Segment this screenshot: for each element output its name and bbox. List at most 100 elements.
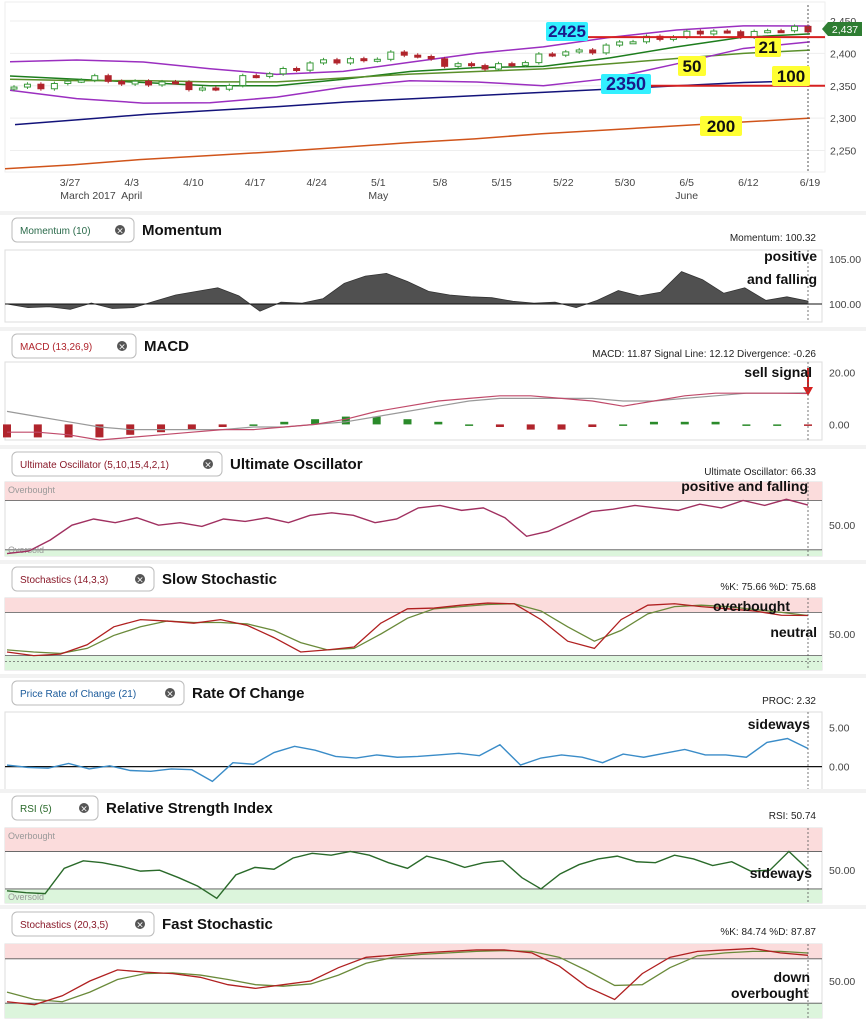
close-icon[interactable]: [115, 225, 125, 235]
panel-annotation: sell signal: [744, 364, 812, 380]
price-moving-averages: [4, 25, 811, 170]
price-month-label: March 2017: [60, 190, 116, 202]
macd-divergence-bar: [588, 424, 597, 427]
panel-annotation: positive and falling: [681, 478, 808, 494]
panel-tag[interactable]: Stochastics (14,3,3) ×: [11, 566, 155, 592]
candle-body: [535, 53, 543, 64]
panel-separator: [0, 327, 866, 331]
panel-momentum: Momentum (10) × Momentum Momentum: 100.32 10…: [0, 211, 866, 323]
panel-tag-label: Stochastics (20,3,5): [20, 920, 108, 931]
candle-body: [387, 51, 395, 60]
candle-body: [239, 75, 247, 86]
close-icon[interactable]: [135, 574, 145, 584]
annotation-50: 50: [678, 56, 706, 76]
panel-readout: PROC: 2.32: [762, 696, 816, 707]
candle-body: [77, 79, 85, 83]
macd-divergence-bar: [280, 421, 289, 425]
close-icon-glyph: ×: [116, 227, 124, 237]
candle-body: [64, 80, 72, 84]
panel-tag[interactable]: Stochastics (20,3,5) ×: [11, 911, 155, 937]
candle-body: [104, 75, 112, 82]
panel-annotation: sideways: [748, 716, 810, 732]
candle-body: [185, 81, 193, 91]
panel-faststoch: Stochastics (20,3,5) × Fast Stochastic %K: …: [0, 905, 866, 1019]
panel-plot-area: [4, 711, 823, 791]
candle-body: [266, 73, 274, 77]
panel-tag-label: Momentum (10): [20, 226, 91, 237]
panel-macd: MACD (13,26,9) × MACD MACD: 11.87 Signal Li…: [0, 327, 866, 441]
panel-y-tick: 50.00: [829, 976, 855, 988]
macd-divergence-bar: [187, 424, 196, 430]
candle-body: [252, 75, 260, 79]
candle-body: [548, 53, 556, 57]
close-icon-glyph: ×: [166, 690, 174, 700]
close-icon[interactable]: [165, 688, 175, 698]
candle-body: [198, 87, 206, 91]
panel-tag[interactable]: Ultimate Oscillator (5,10,15,4,2,1) ×: [11, 451, 223, 477]
panel-title: MACD: [144, 338, 189, 355]
price-plot-area: [4, 1, 826, 173]
macd-divergence-bar: [341, 416, 350, 425]
candle-body: [481, 65, 489, 70]
candle-body: [723, 30, 731, 34]
panel-y-tick: 0.00: [829, 419, 850, 431]
candle-body: [320, 59, 328, 64]
price-y-tick: 2,350: [830, 81, 856, 93]
panel-tag-pill: [11, 451, 223, 477]
candle-body: [91, 75, 99, 81]
panel-tag[interactable]: RSI (5) ×: [11, 795, 99, 821]
candle-body: [777, 30, 785, 34]
momentum-area: [6, 271, 809, 312]
annotation-200: 200: [700, 116, 742, 136]
macd-divergence-bar: [33, 424, 42, 438]
panel-tag[interactable]: Price Rate of Change (21) ×: [11, 680, 185, 706]
price-x-tick: 4/3: [124, 177, 139, 189]
price-candles: [10, 24, 812, 92]
panel-tag-pill: [11, 566, 155, 592]
price-x-tick: 3/27: [60, 177, 81, 189]
macd-divergence-bar: [619, 424, 628, 426]
panel-tag[interactable]: MACD (13,26,9) ×: [11, 333, 137, 359]
uo-line: [6, 498, 809, 555]
overbought-zone: [5, 598, 822, 613]
price-x-axis: 3/27 4/3 4/10 4/17 4/24 5/1 5/8 5/15 5/22 5/30 6/5…: [60, 177, 821, 202]
close-icon[interactable]: [79, 803, 89, 813]
close-icon[interactable]: [117, 341, 127, 351]
panel-title: Slow Stochastic: [162, 571, 277, 588]
macd-divergence-bar: [157, 424, 166, 433]
oversold-label: Oversold: [8, 545, 44, 555]
panel-title: Relative Strength Index: [106, 800, 273, 817]
candle-body: [346, 58, 354, 64]
panel-annotation: overbought: [713, 598, 790, 614]
last-price-bg: [822, 22, 862, 36]
price-x-tick: 5/1: [371, 177, 386, 189]
candle-body: [23, 83, 31, 88]
annotation-2350-text: 2350: [606, 74, 646, 94]
close-icon[interactable]: [135, 919, 145, 929]
panel-readout: RSI: 50.74: [769, 811, 817, 822]
macd-divergence-bar: [311, 419, 320, 425]
annotation-50-text: 50: [683, 57, 702, 76]
annotation-100-bg: [772, 66, 810, 86]
price-y-tick: 2,400: [830, 48, 856, 60]
ma-200-line: [4, 117, 811, 170]
price-y-tick: 2,300: [830, 113, 856, 125]
close-icon[interactable]: [203, 459, 213, 469]
annotation-21-text: 21: [759, 38, 778, 57]
rsi-line: [6, 850, 809, 900]
candle-body: [494, 63, 502, 70]
macd-divergence-bar: [372, 416, 381, 425]
panel-y-tick: 20.00: [829, 367, 855, 379]
price-x-tick: 6/12: [738, 177, 759, 189]
panel-title: Ultimate Oscillator: [230, 456, 363, 473]
annotation-2425-text: 2425: [548, 22, 586, 41]
price-x-tick: 6/19: [800, 177, 821, 189]
annotation-100-text: 100: [777, 67, 805, 86]
candle-body: [508, 63, 516, 67]
panel-y-tick: 105.00: [829, 254, 861, 266]
macd-divergence-bar: [465, 424, 474, 426]
panel-tag[interactable]: Momentum (10) ×: [11, 217, 135, 243]
candle-body: [589, 49, 597, 54]
macd-divergence-bar: [434, 421, 443, 425]
